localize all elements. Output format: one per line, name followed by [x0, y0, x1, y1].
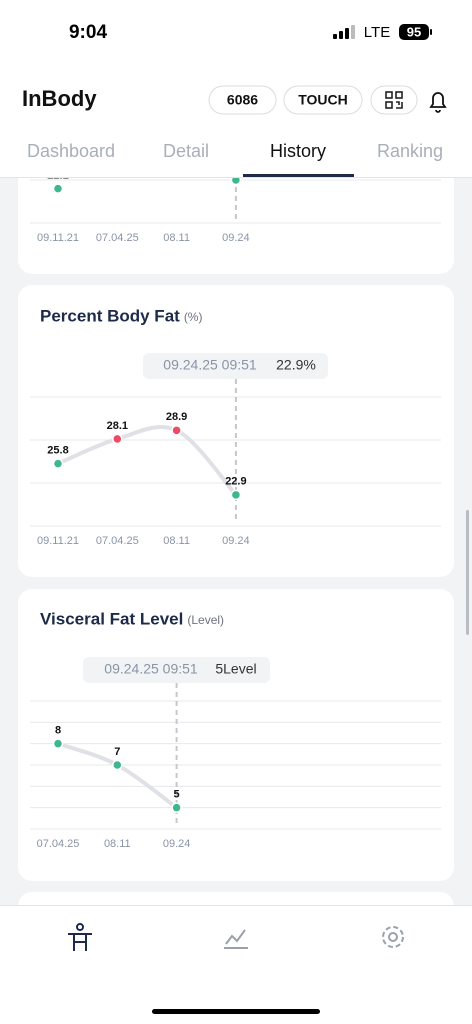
x-tick-label: 09.24 [222, 232, 250, 244]
button-label[interactable]: 6086 [227, 92, 258, 108]
x-tick-label: 07.04.25 [37, 838, 80, 850]
battery-icon [399, 24, 429, 40]
settings-icon[interactable] [382, 926, 404, 948]
history-content: Percent Body Fat (%) 09.24.25 09:51 22.9… [18, 93, 454, 952]
bottom-nav [0, 905, 472, 1024]
trend-line [56, 425, 238, 497]
x-tick-label: 09.24 [163, 838, 191, 850]
tab[interactable]: Dashboard [27, 141, 115, 161]
tab-border [0, 177, 472, 178]
tooltip-value: 22.9% [276, 357, 316, 373]
qr-icon [385, 91, 403, 109]
data-point [52, 738, 64, 749]
data-point [112, 759, 123, 771]
status-time: 9:04 [69, 22, 107, 43]
data-label: 28.1 [107, 420, 128, 432]
tooltip [143, 353, 328, 379]
scrollbar [466, 510, 469, 635]
data-label: 7 [114, 746, 120, 758]
logo: InBody [22, 86, 97, 111]
tooltip [83, 657, 270, 683]
history-icon[interactable] [224, 929, 248, 949]
tab[interactable]: History [270, 141, 326, 161]
data-label: 8 [55, 725, 61, 737]
data-point [230, 489, 242, 501]
data-point [52, 458, 64, 469]
qr-button[interactable] [370, 85, 418, 115]
card-title: Percent Body Fat [40, 306, 180, 325]
data-label: 5 [174, 789, 180, 801]
tooltip-value: 5Level [215, 661, 256, 677]
header: 9:04 LTE 95 InBody 6086 TOUCH Dashboard D… [0, 0, 472, 178]
x-tick-label: 09.11.21 [37, 232, 79, 244]
tab[interactable]: Ranking [377, 141, 443, 161]
battery-tip [430, 29, 432, 35]
x-tick-label: 09.24 [222, 535, 250, 547]
network: LTE [364, 24, 390, 41]
data-point [171, 425, 182, 436]
card [18, 150, 454, 274]
tab[interactable]: Detail [163, 141, 209, 161]
x-tick-label: 07.04.25 [96, 535, 139, 547]
card [18, 285, 454, 577]
data-label: 22.9 [225, 476, 246, 488]
tooltip-time: 09.24.25 09:51 [163, 357, 257, 373]
button-label[interactable]: TOUCH [298, 92, 348, 108]
data-point [112, 433, 123, 445]
bottom-nav-bg [0, 905, 472, 1024]
bell-icon[interactable] [429, 92, 447, 113]
x-tick-label: 08.11 [163, 232, 190, 244]
tooltip-time: 09.24.25 09:51 [104, 661, 198, 677]
body-icon[interactable] [68, 923, 92, 951]
data-label: 28.9 [166, 411, 187, 423]
button[interactable] [208, 85, 277, 115]
x-tick-label: 08.11 [104, 838, 131, 850]
tab-bar: Dashboard Detail History Ranking [27, 141, 443, 177]
data-point [52, 183, 64, 194]
card [18, 589, 454, 881]
home-indicator [152, 1009, 320, 1014]
card-unit: (%) [184, 310, 203, 324]
card-unit: (Level) [187, 613, 224, 627]
bottom-nav-border [0, 905, 472, 906]
signal-icon [333, 25, 355, 39]
x-tick-label: 09.11.21 [37, 535, 79, 547]
battery-level: 95 [407, 24, 421, 39]
button[interactable] [283, 85, 363, 115]
data-label: 25.8 [47, 445, 68, 457]
x-tick-label: 07.04.25 [96, 232, 139, 244]
x-tick-label: 08.11 [163, 535, 190, 547]
tab-indicator [243, 174, 354, 177]
data-point [171, 802, 182, 813]
card-title: Visceral Fat Level [40, 609, 183, 628]
